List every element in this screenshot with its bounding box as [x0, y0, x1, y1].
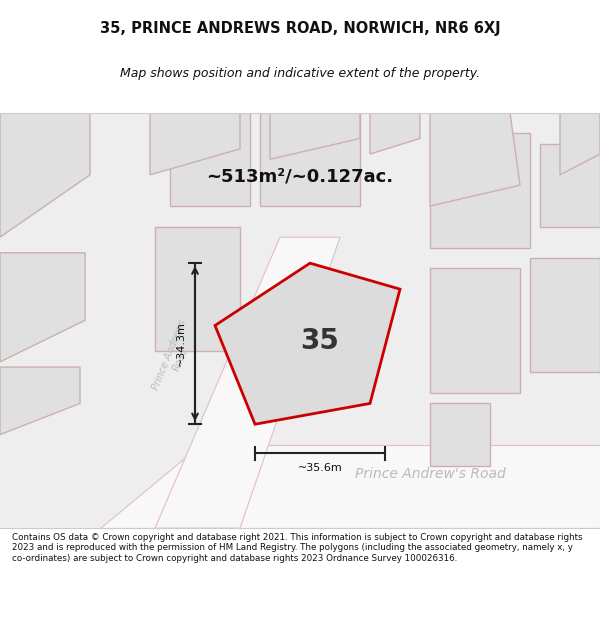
- Text: Prince Andrews
Road: Prince Andrews Road: [151, 318, 199, 396]
- Polygon shape: [170, 112, 250, 206]
- Polygon shape: [0, 253, 85, 362]
- Text: 35, PRINCE ANDREWS ROAD, NORWICH, NR6 6XJ: 35, PRINCE ANDREWS ROAD, NORWICH, NR6 6X…: [100, 21, 500, 36]
- Text: Contains OS data © Crown copyright and database right 2021. This information is : Contains OS data © Crown copyright and d…: [12, 533, 583, 562]
- Text: ~35.6m: ~35.6m: [298, 463, 343, 473]
- Polygon shape: [100, 445, 600, 528]
- Polygon shape: [155, 227, 240, 351]
- Polygon shape: [270, 112, 360, 159]
- Text: ~34.3m: ~34.3m: [176, 321, 186, 366]
- Text: Map shows position and indicative extent of the property.: Map shows position and indicative extent…: [120, 67, 480, 79]
- Polygon shape: [560, 112, 600, 175]
- Polygon shape: [430, 112, 520, 206]
- Polygon shape: [370, 112, 420, 154]
- Polygon shape: [430, 133, 530, 248]
- Polygon shape: [0, 112, 90, 237]
- Polygon shape: [260, 112, 360, 206]
- Polygon shape: [540, 144, 600, 227]
- Polygon shape: [430, 404, 490, 466]
- Text: Prince Andrew's Road: Prince Andrew's Road: [355, 467, 505, 481]
- Text: ~513m²/~0.127ac.: ~513m²/~0.127ac.: [206, 168, 394, 186]
- Polygon shape: [430, 268, 520, 393]
- Polygon shape: [215, 263, 400, 424]
- Polygon shape: [530, 258, 600, 372]
- Polygon shape: [150, 112, 240, 175]
- Text: 35: 35: [301, 327, 340, 355]
- Polygon shape: [0, 367, 80, 434]
- Polygon shape: [155, 237, 340, 528]
